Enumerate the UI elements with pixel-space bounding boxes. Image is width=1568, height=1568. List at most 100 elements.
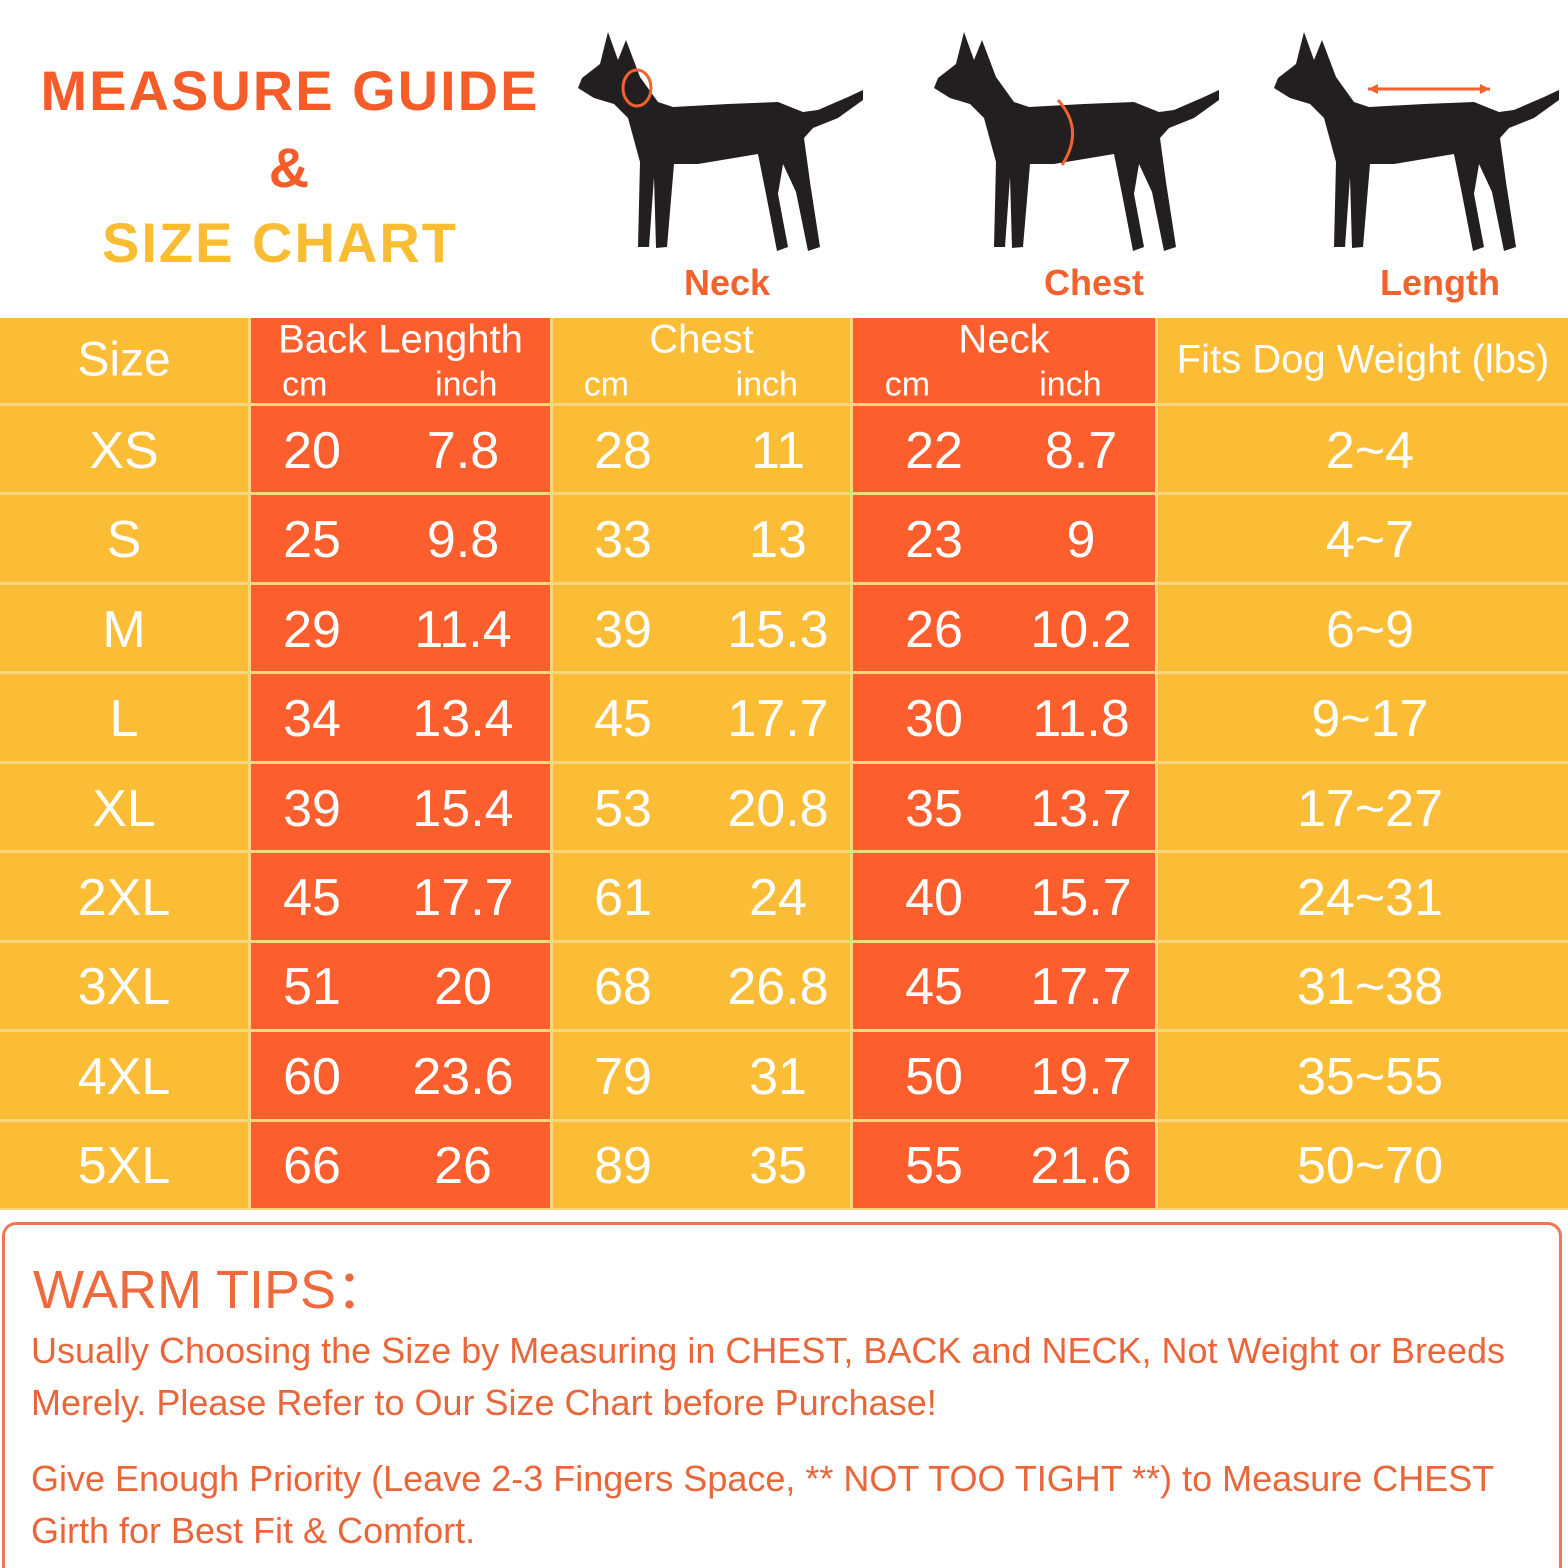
cell-value: 9~17 (1311, 690, 1429, 749)
cell-value: 30 (905, 690, 963, 749)
cell-value: 15.4 (412, 779, 514, 838)
header-cell (0, 318, 248, 403)
column-title: Back Lenghth (278, 317, 523, 362)
cell-value: 28 (594, 421, 652, 480)
cell-value: 25 (283, 511, 341, 570)
cell-value: 24~31 (1296, 868, 1444, 927)
table-cell (1158, 1032, 1568, 1119)
column-title: Fits Dog Weight (lbs) (1176, 337, 1550, 382)
column-unit: inch (1039, 365, 1102, 404)
cell-value: 26.8 (727, 958, 829, 1017)
table-cell (0, 763, 248, 851)
dog-label: Chest (1043, 262, 1145, 303)
cell-value: 17.7 (412, 868, 514, 927)
cell-value: 68 (594, 958, 652, 1017)
cell-value: 2~4 (1325, 421, 1415, 480)
cell-value: 4~7 (1325, 511, 1415, 570)
table-cell (553, 674, 850, 761)
cell-value: 24 (749, 868, 807, 927)
cell-value: 35 (905, 779, 963, 838)
cell-value: 45 (283, 868, 341, 927)
cell-value: 39 (283, 779, 341, 838)
cell-value: 45 (594, 690, 652, 749)
cell-value: 7.8 (426, 421, 500, 480)
cell-value: 26 (905, 600, 963, 659)
column-unit: cm (282, 365, 328, 404)
cell-value: 89 (594, 1137, 652, 1196)
cell-value: 9.8 (426, 511, 500, 570)
table-cell (853, 406, 1155, 493)
cell-value: L (109, 690, 139, 749)
table-cell (553, 584, 850, 672)
cell-value: 20 (434, 958, 492, 1017)
cell-value: 45 (905, 958, 963, 1017)
cell-value: 61 (594, 868, 652, 927)
table-cell (251, 495, 550, 582)
cell-value: 5XL (77, 1137, 171, 1196)
table-cell (251, 1032, 550, 1119)
cell-value: 13 (749, 511, 807, 570)
table-cell (251, 853, 550, 940)
cell-value: 23.6 (412, 1047, 514, 1106)
table-cell (853, 942, 1155, 1030)
table-cell (0, 1121, 248, 1208)
dog-illustrations (578, 32, 1559, 251)
cell-value: 15.7 (1030, 868, 1132, 927)
table-cell (0, 406, 248, 493)
table-cell (1158, 584, 1568, 672)
cell-value: 79 (594, 1047, 652, 1106)
table-cell (0, 584, 248, 672)
cell-value: 23 (905, 511, 963, 570)
tips-box: WARM TIPS： Usually Choosing the Size by … (2, 1222, 1562, 1568)
cell-value: 9 (1066, 511, 1096, 570)
table-cell (1158, 1121, 1568, 1208)
column-unit: inch (735, 365, 799, 404)
table-cell (553, 1121, 850, 1208)
dog-neck (578, 32, 863, 251)
table-cell (1158, 853, 1568, 940)
column-unit: inch (435, 365, 498, 404)
cell-value: XL (92, 779, 156, 838)
table-cell (0, 1032, 248, 1119)
cell-value: 21.6 (1030, 1137, 1132, 1196)
table-cell (553, 1032, 850, 1119)
column-title: Size (77, 333, 171, 387)
cell-value: XS (89, 421, 159, 480)
cell-value: 39 (594, 600, 652, 659)
dog-label: Neck (683, 262, 771, 303)
table-cell (1158, 674, 1568, 761)
header-cell (251, 318, 550, 403)
cell-value: 22 (905, 421, 963, 480)
cell-value: 3XL (77, 958, 171, 1017)
cell-value: 15.3 (727, 600, 829, 659)
cell-value: 10.2 (1030, 600, 1132, 659)
table-cell (1158, 406, 1568, 493)
title-line: & (268, 136, 312, 199)
cell-value: 50~70 (1296, 1137, 1444, 1196)
cell-value: 13.7 (1030, 779, 1132, 838)
column-unit: cm (884, 365, 931, 404)
cell-value: 51 (283, 958, 341, 1017)
cell-value: 17.7 (727, 690, 829, 749)
cell-value: 55 (905, 1137, 963, 1196)
table-cell (0, 853, 248, 940)
tips-title: WARM TIPS： (33, 1260, 391, 1320)
cell-value: 33 (594, 511, 652, 570)
cell-value: S (106, 511, 142, 570)
dog-length (1274, 32, 1559, 251)
cell-value: 19.7 (1030, 1047, 1132, 1106)
table-cell (553, 853, 850, 940)
cell-value: 40 (905, 868, 963, 927)
cell-value: 4XL (77, 1047, 171, 1106)
cell-value: 50 (905, 1047, 963, 1106)
cell-value: 34 (283, 690, 341, 749)
table-cell (553, 495, 850, 582)
cell-value: 66 (283, 1137, 341, 1196)
title-line: MEASURE GUIDE (40, 59, 540, 122)
cell-value: 11.8 (1032, 690, 1130, 749)
table-cell (1158, 495, 1568, 582)
table-cell (0, 495, 248, 582)
table-cell (853, 495, 1155, 582)
dog-chest (934, 32, 1219, 251)
table-cell (853, 1032, 1155, 1119)
